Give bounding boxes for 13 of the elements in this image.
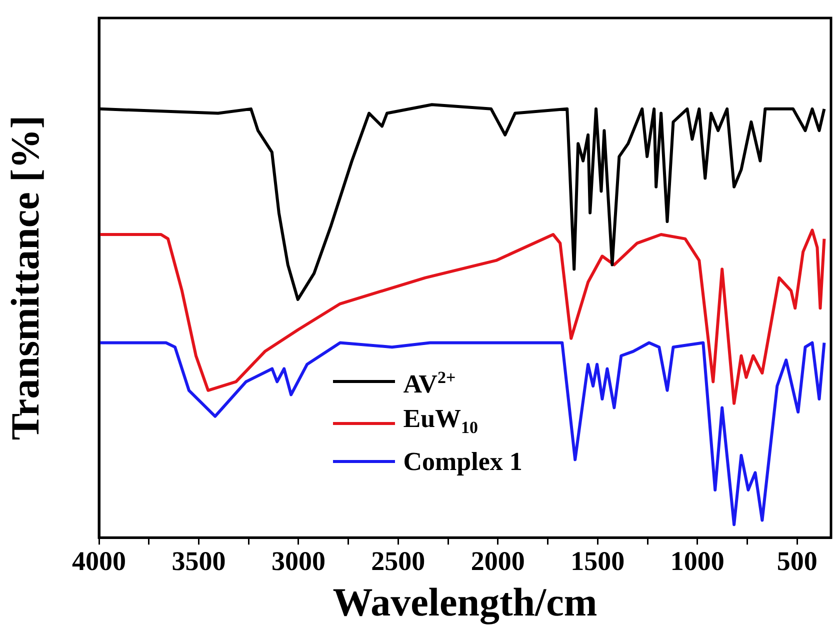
x-tick-label: 500: [776, 546, 818, 576]
x-tick-label: 3500: [172, 546, 226, 576]
x-tick-label: 2500: [371, 546, 426, 576]
x-tick-label: 1500: [570, 546, 625, 576]
x-axis-title: Wavelength/cm: [332, 579, 598, 624]
legend-label: AV$^{2+}$: [403, 366, 456, 401]
x-tick-label: 3000: [271, 546, 326, 576]
x-tick-label: 2000: [470, 546, 525, 576]
legend-label: Complex 1: [403, 446, 522, 478]
x-tick-label: 1000: [670, 546, 724, 576]
x-tick-label: 4000: [72, 546, 126, 576]
legend-label: EuW$_{10}$: [403, 402, 478, 439]
y-axis-title: Transmittance [%]: [2, 115, 48, 440]
